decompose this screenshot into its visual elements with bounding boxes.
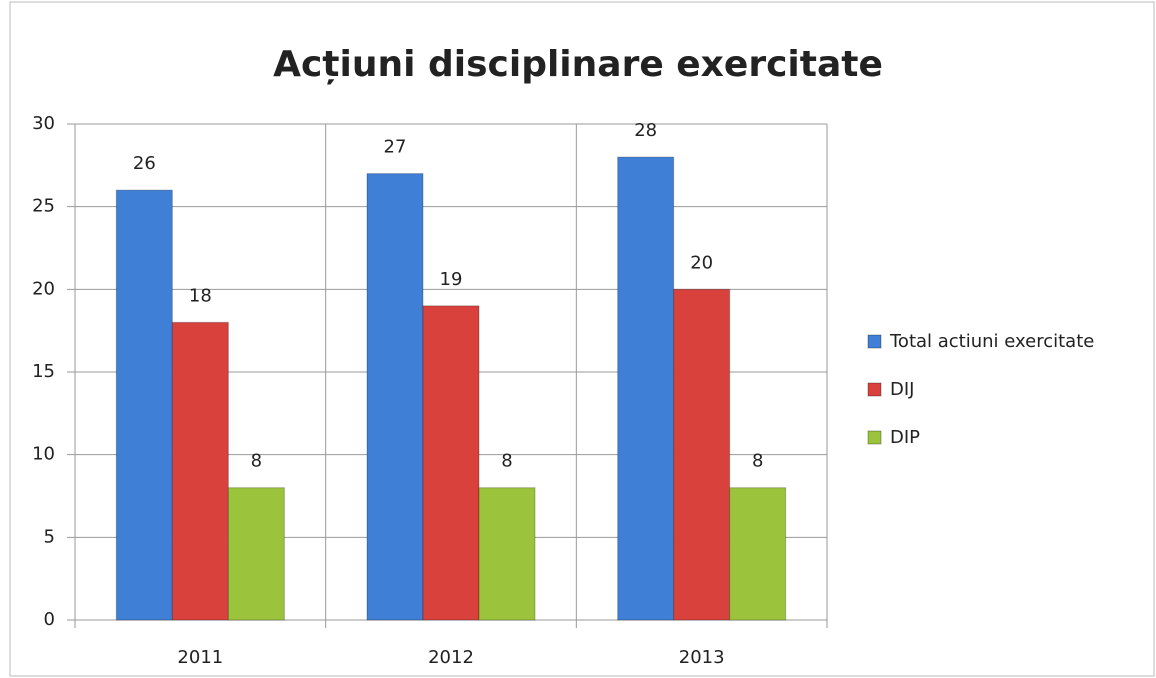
- legend-swatch: [867, 430, 882, 445]
- y-tick-label: 0: [44, 609, 55, 630]
- y-tick-label: 20: [32, 278, 55, 299]
- bar: [115, 189, 173, 621]
- data-label: 26: [133, 153, 156, 174]
- bar: [366, 173, 424, 621]
- legend-swatch: [867, 382, 882, 397]
- legend-swatch: [867, 334, 882, 349]
- legend-label: DIP: [890, 427, 920, 448]
- data-label: 20: [690, 252, 713, 273]
- legend-label: DIJ: [890, 379, 914, 400]
- chart-title: Acțiuni disciplinare exercitate: [273, 44, 883, 85]
- data-label: 18: [189, 285, 212, 306]
- y-tick-label: 25: [32, 196, 55, 217]
- data-label: 8: [752, 451, 763, 472]
- x-tick-label: 2013: [679, 647, 725, 668]
- data-label: 28: [634, 120, 657, 141]
- y-tick-label: 15: [32, 361, 55, 382]
- bar: [729, 487, 787, 621]
- bar: [478, 487, 536, 621]
- bar: [171, 321, 229, 621]
- x-tick-label: 2012: [428, 647, 474, 668]
- y-tick-label: 10: [32, 444, 55, 465]
- x-tick-label: 2011: [177, 647, 223, 668]
- chart-border: [9, 1, 1155, 677]
- y-tick-label: 5: [44, 526, 55, 547]
- data-label: 19: [440, 269, 463, 290]
- y-tick-label: 30: [32, 113, 55, 134]
- data-label: 27: [384, 137, 407, 158]
- data-label: 8: [251, 451, 262, 472]
- bar: [422, 305, 480, 621]
- bar: [617, 156, 675, 621]
- data-label: 8: [501, 451, 512, 472]
- bar: [227, 487, 285, 621]
- bar: [673, 288, 731, 621]
- legend-label: Total actiuni exercitate: [889, 331, 1094, 352]
